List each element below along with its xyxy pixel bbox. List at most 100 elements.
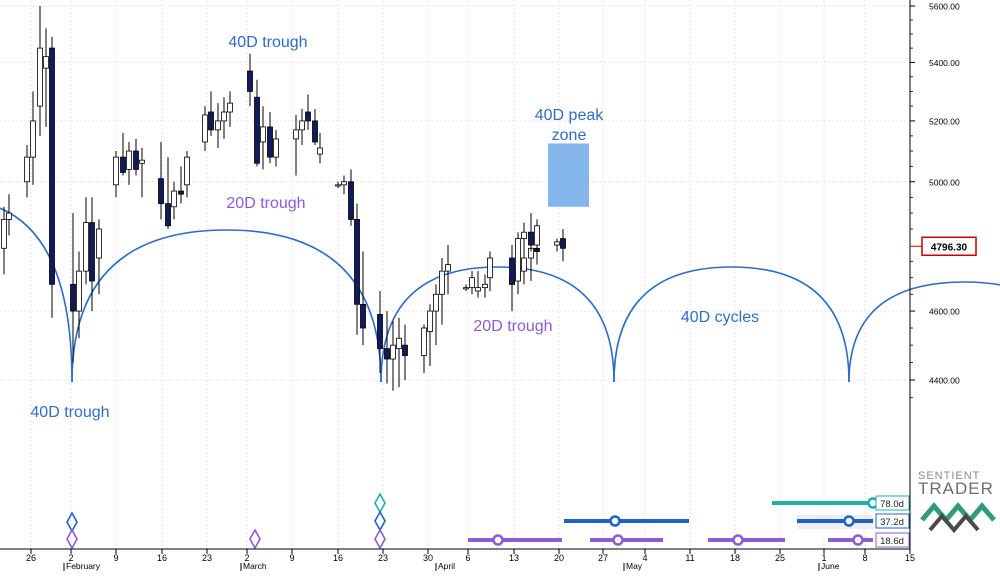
candle <box>1 206 7 275</box>
candle-body <box>113 156 119 186</box>
candle-body <box>37 47 43 107</box>
period-label: 37.2d <box>880 517 904 528</box>
price-tick-label: 5200.00 <box>929 116 960 126</box>
candle <box>227 91 233 127</box>
candle <box>254 79 260 167</box>
candle-body <box>247 70 253 92</box>
annotation-label: 40D trough <box>228 34 307 51</box>
candle-body <box>390 344 396 360</box>
candle-body <box>348 181 354 220</box>
candle-body <box>120 156 126 173</box>
time-tick-label: 23 <box>202 553 212 563</box>
candles <box>1 6 566 391</box>
candle <box>37 6 43 136</box>
month-label: May <box>626 561 643 571</box>
cycle-arc-40d <box>613 266 850 383</box>
candle <box>354 203 360 335</box>
cycle-arc-40d <box>848 281 1000 383</box>
candle <box>126 141 132 185</box>
projection-marker-icon <box>492 534 504 546</box>
candle <box>312 109 318 145</box>
candle <box>396 317 402 388</box>
candle-body <box>89 222 95 282</box>
candle-body <box>208 111 214 131</box>
period-badge <box>875 532 910 548</box>
candle-body <box>6 212 12 220</box>
candle <box>534 219 540 259</box>
annotation-label: zone <box>552 127 587 144</box>
candle <box>113 151 119 198</box>
brand-line1: SENTIENT <box>918 470 981 482</box>
candle <box>475 271 481 298</box>
candle-body <box>515 238 521 282</box>
month-label: April <box>438 561 455 571</box>
candle-body <box>482 283 488 289</box>
candle <box>96 219 102 295</box>
time-tick-label: 26 <box>26 553 36 563</box>
candle <box>208 91 214 136</box>
candle <box>390 321 396 391</box>
candle <box>439 258 445 325</box>
candle-body <box>133 150 139 170</box>
time-tick-label: 9 <box>113 553 118 563</box>
candle <box>70 213 76 363</box>
brand-line2: TRADER <box>918 479 994 498</box>
projection-marker-icon <box>612 534 624 546</box>
candle <box>335 181 341 188</box>
trough-markers <box>66 492 386 550</box>
time-tick-label: 9 <box>289 553 294 563</box>
time-tick-label: 13 <box>509 553 519 563</box>
time-tick-label: 25 <box>775 553 785 563</box>
last-price-box <box>921 236 977 257</box>
candle <box>421 324 427 373</box>
candle <box>139 148 145 198</box>
price-tick-label: 5600.00 <box>929 2 960 12</box>
annotation-label: 40D trough <box>30 404 109 421</box>
grid-lines <box>0 0 911 549</box>
candle <box>267 112 273 164</box>
candle <box>560 228 566 262</box>
candle-body <box>273 138 279 158</box>
candle-body <box>509 257 515 285</box>
time-tick-label: 2 <box>244 553 249 563</box>
projection-marker-icon <box>732 534 744 546</box>
candle-body <box>43 56 49 69</box>
candle <box>89 197 95 312</box>
candle <box>83 197 89 285</box>
candle-body <box>335 184 341 187</box>
candle <box>260 106 266 170</box>
candle <box>221 97 227 139</box>
candle <box>215 103 221 149</box>
candle-body <box>30 120 36 158</box>
candle-body <box>475 287 481 292</box>
candle-body <box>463 287 469 290</box>
candle <box>49 36 55 318</box>
candle <box>348 169 354 226</box>
candle-body <box>299 120 305 131</box>
candle <box>509 245 515 305</box>
candle <box>202 106 208 152</box>
candle-body <box>221 111 227 122</box>
time-tick-label: 15 <box>905 553 915 563</box>
time-tick-label: 16 <box>157 553 167 563</box>
candle-body <box>560 238 566 249</box>
candle <box>463 284 469 291</box>
time-tick-label: 30 <box>423 553 433 563</box>
candle <box>171 181 177 220</box>
candle <box>482 274 488 298</box>
candle-body <box>158 178 164 205</box>
candle-body <box>433 293 439 312</box>
candle-body <box>554 241 560 246</box>
candle <box>158 141 164 220</box>
candle <box>293 114 299 176</box>
price-tick-label: 4400.00 <box>929 376 960 386</box>
period-label: 78.0d <box>880 499 904 510</box>
time-tick-label: 23 <box>378 553 388 563</box>
candle <box>521 248 527 285</box>
candle-body <box>534 225 540 246</box>
time-tick-label: 1 <box>821 553 826 563</box>
diamond-icon <box>66 528 78 550</box>
diamond-icon <box>374 528 386 550</box>
